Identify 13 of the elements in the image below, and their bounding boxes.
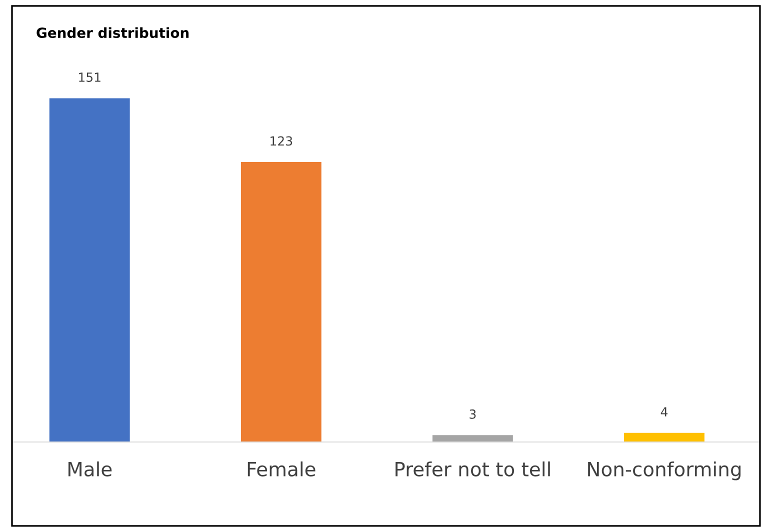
- x-tick-label: Non-conforming: [588, 461, 741, 480]
- bar: [624, 432, 704, 442]
- data-label: 151: [79, 72, 100, 82]
- bar: [432, 435, 513, 442]
- x-tick-label: Male: [68, 461, 112, 476]
- bar: [49, 98, 130, 442]
- bar: [240, 162, 322, 442]
- data-label: 123: [270, 136, 292, 146]
- chart-title: Gender distribution: [36, 27, 189, 38]
- x-tick-label: Female: [248, 461, 316, 476]
- x-tick-label: Prefer not to tell: [396, 461, 550, 476]
- data-label: 4: [660, 407, 668, 416]
- data-label: 3: [470, 409, 476, 419]
